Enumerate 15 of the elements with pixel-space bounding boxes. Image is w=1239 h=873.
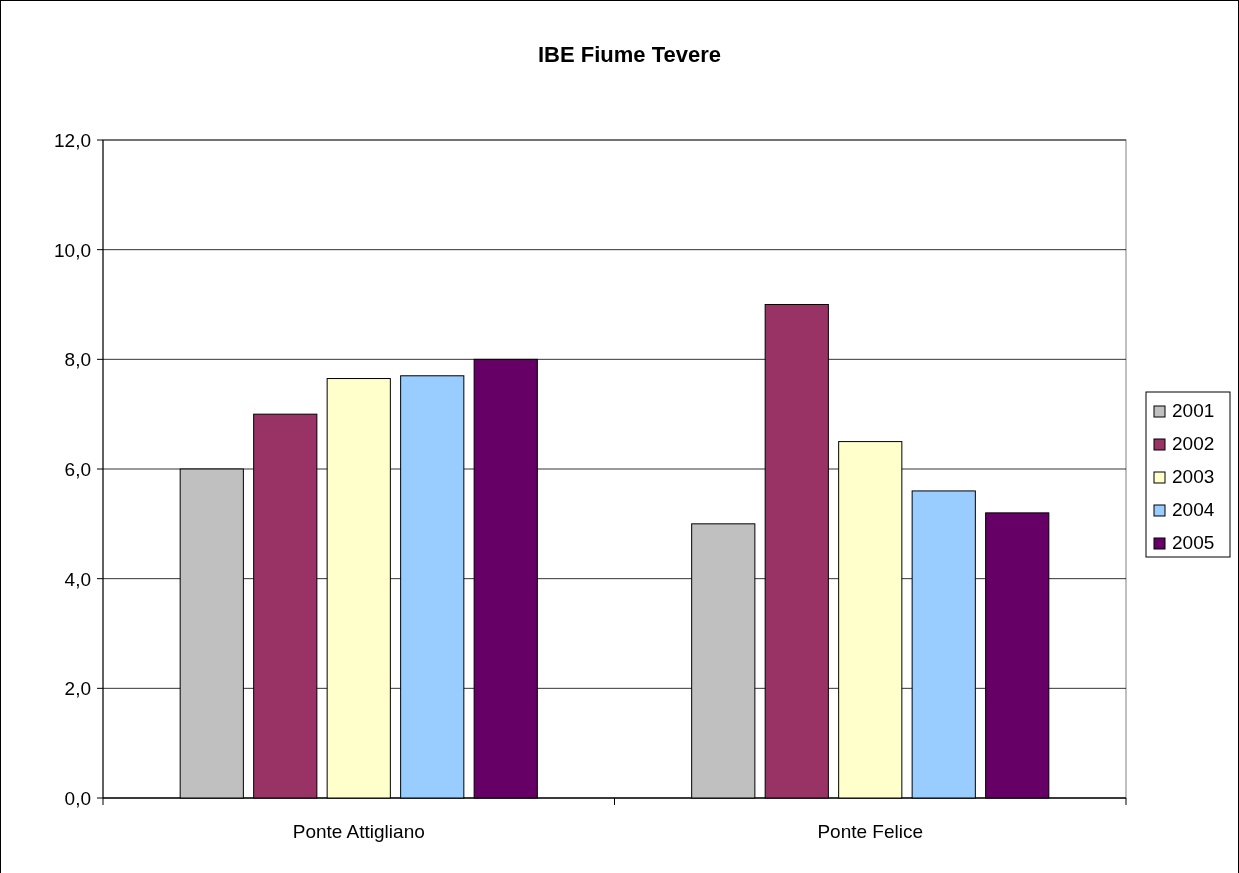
legend-label: 2002 (1172, 433, 1215, 454)
chart-title: IBE Fiume Tevere (538, 42, 721, 67)
legend-label: 2003 (1172, 466, 1215, 487)
y-tick-label: 0,0 (64, 788, 91, 809)
legend-label: 2001 (1172, 400, 1215, 421)
x-tick-label: Ponte Attigliano (292, 821, 425, 842)
y-tick-label: 4,0 (64, 568, 91, 590)
y-tick-label: 12,0 (54, 130, 91, 151)
y-tick-label: 8,0 (64, 349, 91, 371)
y-tick-label: 6,0 (64, 459, 91, 480)
y-tick-label: 2,0 (64, 678, 91, 700)
y-tick-label: 10,0 (54, 239, 91, 261)
x-tick-label: Ponte Felice (817, 821, 924, 842)
legend-label: 2005 (1172, 532, 1215, 553)
legend-label: 2004 (1172, 499, 1215, 520)
